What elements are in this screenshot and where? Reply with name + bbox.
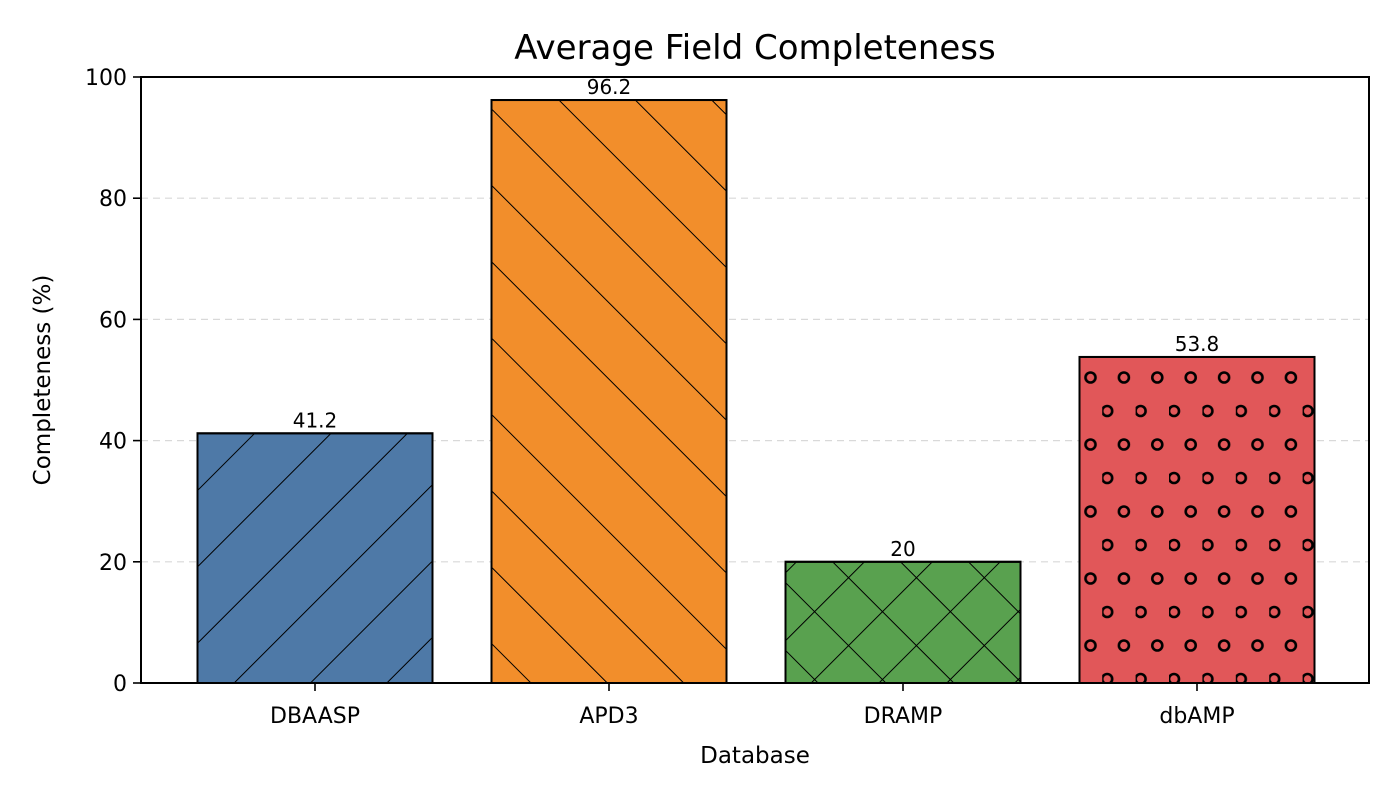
y-tick-label: 60 — [99, 308, 127, 333]
y-tick-label: 20 — [99, 551, 127, 576]
chart-title: Average Field Completeness — [514, 28, 995, 68]
y-axis-label: Completeness (%) — [30, 275, 56, 486]
x-tick-label: dbAMP — [1159, 704, 1234, 729]
bar-value-labels: 41.2 96.2 20 53.8 — [293, 75, 1220, 561]
bar-value-label: 96.2 — [587, 75, 632, 99]
bar-hatch-dramp — [784, 560, 1022, 684]
x-axis-label: Database — [700, 743, 810, 769]
bar-value-label: 41.2 — [293, 408, 338, 432]
x-tick-label: DRAMP — [864, 704, 943, 729]
bar-hatch-dbamp — [1078, 355, 1316, 684]
plot-frame — [140, 76, 1370, 684]
bar-value-label: 20 — [890, 537, 915, 561]
y-tick-label: 80 — [99, 187, 127, 212]
y-axis-ticks: 0 20 40 60 80 100 — [85, 66, 141, 697]
x-axis-ticks: DBAASP APD3 DRAMP dbAMP — [270, 683, 1235, 729]
y-tick-label: 0 — [113, 672, 127, 697]
bar-hatch-apd3 — [490, 99, 728, 684]
x-tick-label: DBAASP — [270, 704, 360, 729]
x-tick-label: APD3 — [579, 704, 638, 729]
y-tick-label: 40 — [99, 430, 127, 455]
bar-hatch-dbaasp — [196, 432, 434, 684]
bars — [196, 99, 1316, 684]
bar-value-label: 53.8 — [1175, 332, 1220, 356]
y-tick-label: 100 — [85, 66, 127, 91]
